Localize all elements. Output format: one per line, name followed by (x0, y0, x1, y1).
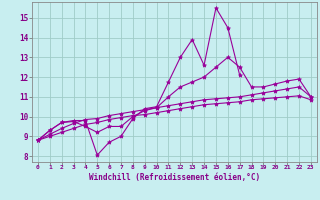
X-axis label: Windchill (Refroidissement éolien,°C): Windchill (Refroidissement éolien,°C) (89, 173, 260, 182)
